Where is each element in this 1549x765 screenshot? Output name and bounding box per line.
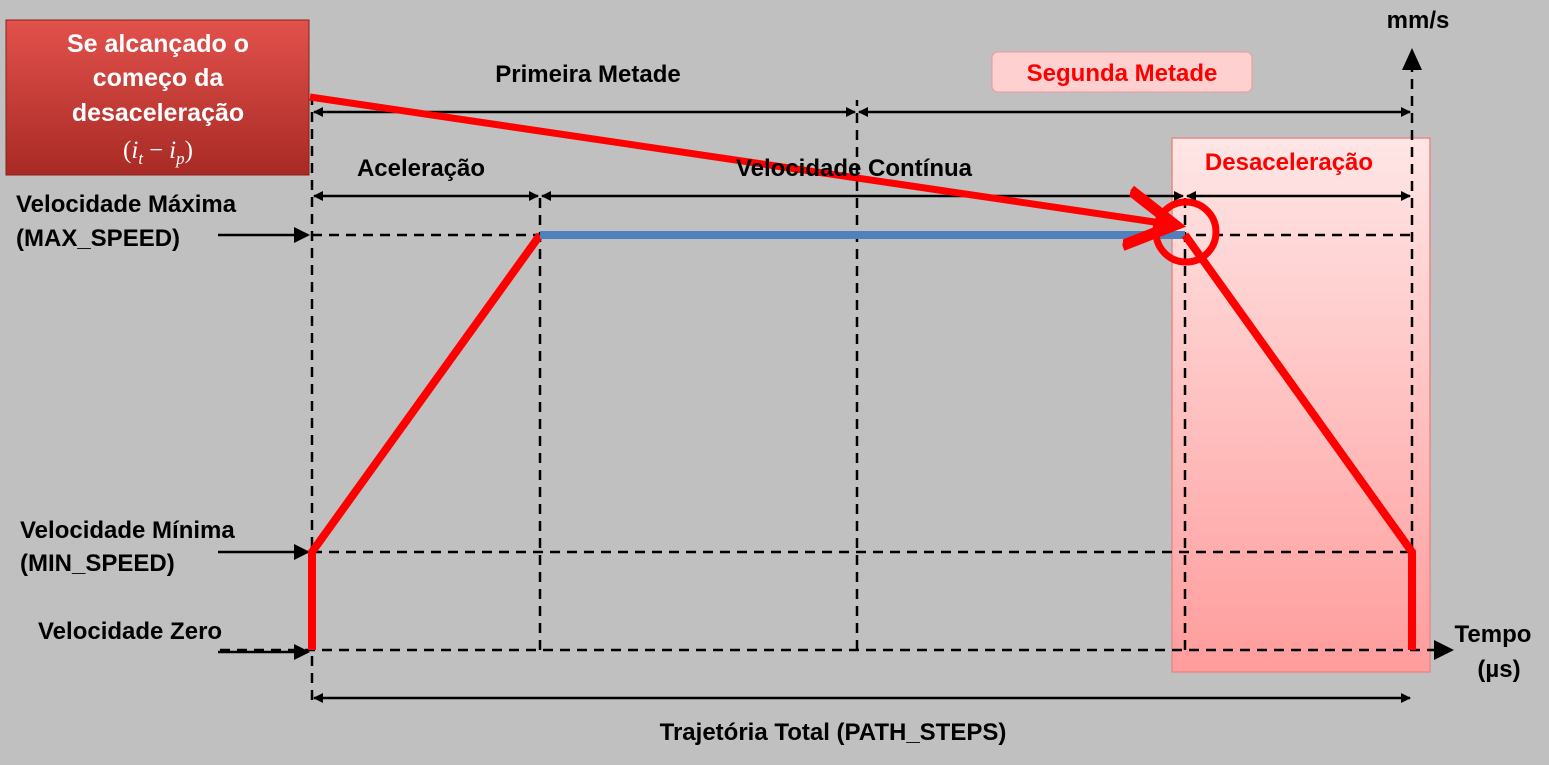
second-half-label: Segunda Metade — [1027, 60, 1218, 87]
y-axis-unit: mm/s — [1387, 7, 1450, 34]
callout-line: começo da — [93, 64, 225, 92]
x-axis-label: Tempo — [1455, 621, 1532, 648]
pointer-arrow — [309, 93, 1168, 224]
level-label: (MIN_SPEED) — [20, 550, 175, 577]
formula-token: i — [169, 137, 176, 164]
callout-box — [5, 19, 310, 176]
formula-token: ) — [185, 137, 193, 164]
callout-line: desaceleração — [72, 99, 244, 127]
formula-token: p — [175, 149, 185, 168]
x-axis-unit: (µs) — [1477, 656, 1520, 683]
callout-line: Se alcançado o — [67, 30, 249, 58]
phase-label: Velocidade Contínua — [736, 155, 973, 182]
formula-token: − — [149, 137, 163, 164]
first-half-label: Primeira Metade — [495, 61, 680, 88]
callout-formula: (it − ip) — [123, 137, 193, 168]
formula-token: t — [138, 149, 144, 168]
level-label: Velocidade Zero — [38, 618, 222, 645]
level-label: (MAX_SPEED) — [16, 225, 180, 252]
formula-token: i — [131, 137, 138, 164]
formula-token: ( — [123, 137, 131, 164]
phase-label: Aceleração — [357, 155, 485, 182]
second-half-box — [991, 51, 1253, 93]
phase-label: Desaceleração — [1205, 149, 1373, 176]
total-label: Trajetória Total (PATH_STEPS) — [660, 719, 1007, 746]
level-label: Velocidade Máxima — [16, 191, 237, 218]
level-label: Velocidade Mínima — [20, 517, 235, 544]
